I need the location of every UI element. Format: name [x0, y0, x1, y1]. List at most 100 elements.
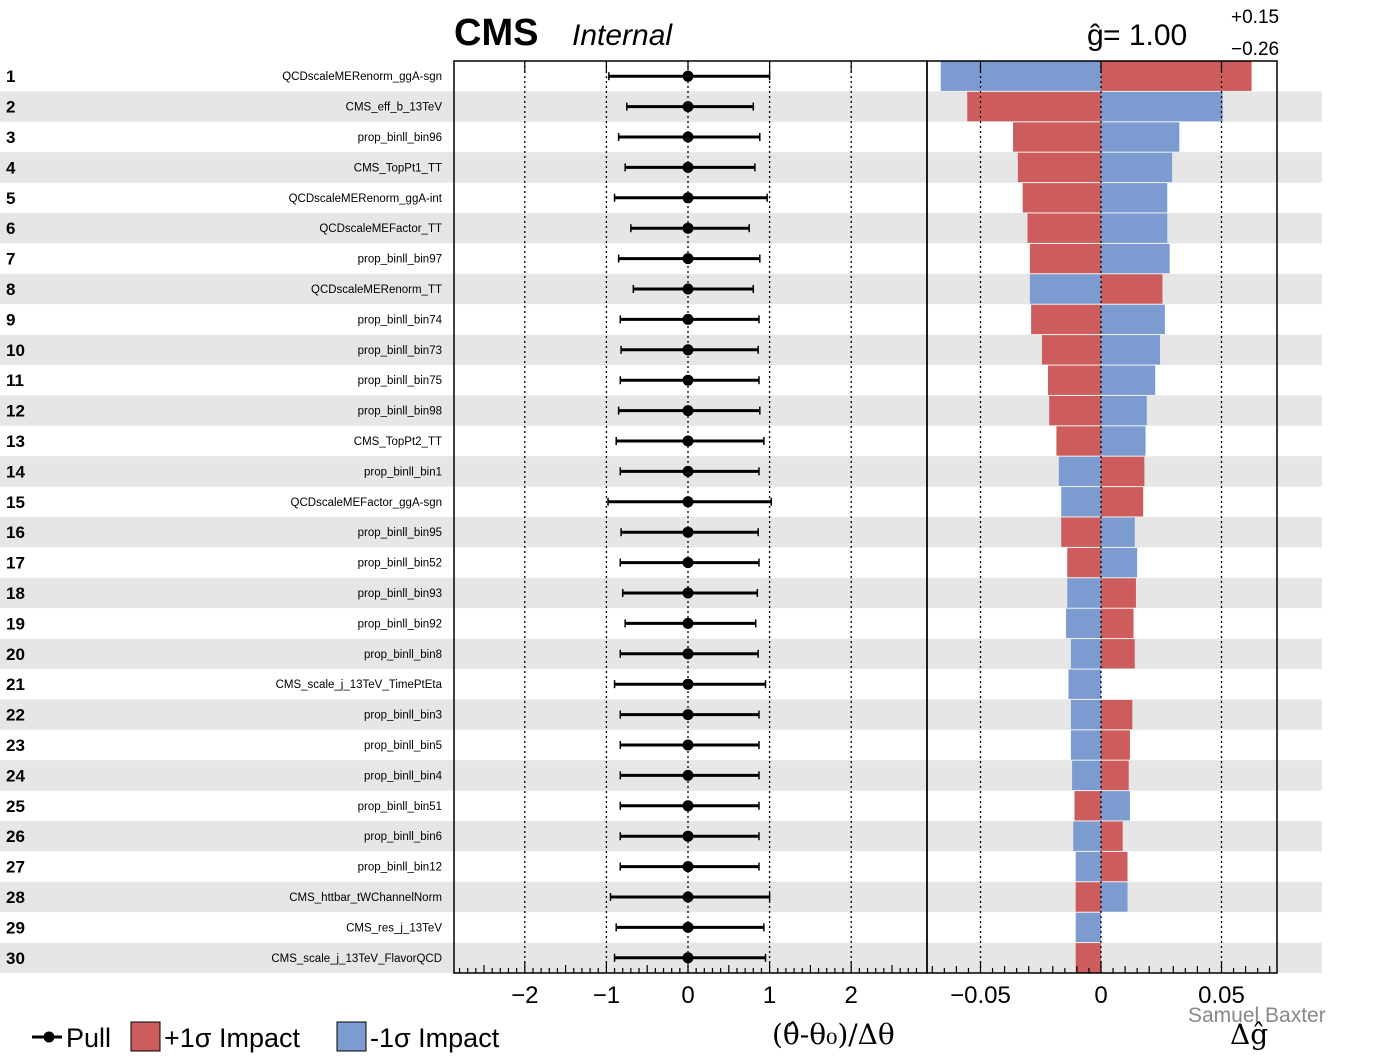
impact-bar-plus	[1017, 152, 1101, 183]
row-rank: 4	[6, 158, 16, 177]
pull-point	[682, 101, 694, 113]
row-rank: 2	[6, 98, 15, 117]
parameter-label: prop_binll_bin92	[358, 618, 442, 630]
impact-bar-plus	[1101, 274, 1163, 304]
parameter-label: prop_binll_bin75	[358, 375, 442, 387]
impact-bar-plus	[1101, 61, 1252, 91]
impact-tick-label: −0.05	[950, 982, 1011, 1009]
pull-point	[682, 921, 694, 933]
best-fit-down: −0.26	[1231, 39, 1279, 60]
parameter-label: CMS_httbar_tWChannelNorm	[289, 892, 442, 904]
impact-bar-plus	[1041, 335, 1101, 365]
pull-point	[682, 678, 694, 690]
impact-x-axis: −0.05 0 0.05	[931, 61, 1271, 1009]
row-rank: 22	[6, 706, 25, 725]
impact-bar-minus	[1029, 274, 1101, 304]
parameter-label: prop_binll_bin52	[358, 558, 442, 570]
impact-bar-minus	[1070, 730, 1101, 760]
impact-bar-minus	[1101, 882, 1128, 912]
pull-tick-label: −2	[511, 982, 538, 1009]
impact-bar-plus	[1101, 730, 1130, 760]
pull-point	[682, 617, 694, 629]
impact-bar-minus	[1101, 335, 1161, 365]
row-rank: 11	[6, 371, 24, 390]
impact-bar-plus	[1101, 639, 1135, 669]
impact-bar-plus	[1101, 578, 1136, 608]
impact-bar-plus	[1031, 304, 1101, 335]
impact-bar-minus	[1101, 243, 1170, 274]
impact-bar-plus	[1075, 943, 1101, 973]
legend-plus-label: +1σ Impact	[164, 1023, 300, 1053]
impact-bar-plus	[1101, 608, 1134, 639]
impact-bar-minus	[1070, 639, 1101, 669]
impact-bar-plus	[1067, 547, 1101, 578]
parameter-label: QCDscaleMERenorm_TT	[311, 284, 442, 296]
pull-point	[682, 253, 694, 265]
row-rank: 3	[6, 128, 15, 147]
pull-point	[682, 769, 694, 781]
parameter-label: prop_binll_bin93	[358, 588, 442, 600]
impact-bar-minus	[1075, 912, 1101, 943]
impact-bar-plus	[1101, 851, 1128, 882]
impact-bar-minus	[1101, 213, 1168, 243]
impact-bar-plus	[1101, 821, 1123, 851]
impact-bar-minus	[1101, 426, 1146, 456]
parameter-label: CMS_TopPt1_TT	[354, 162, 442, 174]
impact-bar-minus	[1061, 487, 1101, 517]
pull-point	[682, 131, 694, 143]
pull-point	[682, 465, 694, 477]
impact-bar-minus	[1101, 304, 1165, 335]
parameter-label: prop_binll_bin51	[358, 801, 442, 813]
pull-point	[682, 161, 694, 173]
legend-pull-label: Pull	[66, 1023, 111, 1053]
impact-gridlines	[979, 61, 1223, 973]
row-rank: 9	[6, 310, 15, 329]
pull-point	[682, 830, 694, 842]
parameter-label: QCDscaleMEFactor_ggA-sgn	[291, 497, 442, 509]
impact-bar-plus	[1049, 395, 1101, 426]
legend-minus-swatch	[336, 1021, 367, 1052]
impact-bar-plus	[1101, 699, 1133, 730]
row-rank: 19	[6, 614, 25, 633]
pull-point	[682, 648, 694, 660]
parameter-label: CMS_TopPt2_TT	[354, 436, 442, 448]
impact-bar-minus	[1101, 152, 1173, 183]
cms-label: CMS	[454, 12, 538, 54]
pull-point	[682, 861, 694, 873]
impact-bar-plus	[1101, 760, 1129, 791]
row-rank: 30	[6, 949, 25, 968]
impact-bar-minus	[1101, 91, 1223, 122]
legend: Pull +1σ Impact -1σ Impact	[32, 1021, 500, 1053]
impact-bar-minus	[1101, 547, 1138, 578]
pull-point	[682, 739, 694, 751]
row-rank: 29	[6, 918, 25, 937]
pull-axis-title: (θ̂-θ₀)/Δθ	[772, 1018, 895, 1051]
legend-minus-label: -1σ Impact	[370, 1023, 500, 1053]
impact-bar-plus	[967, 91, 1101, 122]
row-rank: 6	[6, 219, 15, 238]
pull-tick-label: 2	[845, 982, 858, 1009]
row-rank: 24	[6, 766, 25, 785]
impact-panel-frame	[926, 60, 1278, 974]
impact-bar-plus	[1029, 243, 1101, 274]
row-rank: 28	[6, 888, 25, 907]
parameter-label: CMS_eff_b_13TeV	[346, 102, 443, 114]
impact-bar-minus	[940, 61, 1101, 91]
impact-bar-minus	[1101, 791, 1130, 821]
impact-bar-plus	[1047, 365, 1101, 395]
parameter-label: prop_binll_bin95	[358, 527, 442, 539]
pull-point	[682, 283, 694, 295]
parameter-label: prop_binll_bin3	[364, 710, 442, 722]
row-rank: 10	[6, 341, 25, 360]
row-rank: 21	[6, 675, 25, 694]
parameter-label: CMS_res_j_13TeV	[346, 922, 442, 934]
parameter-label: prop_binll_bin1	[364, 466, 442, 478]
pull-point	[682, 374, 694, 386]
pull-gridlines	[524, 61, 852, 973]
pull-point	[682, 435, 694, 447]
parameter-label: CMS_scale_j_13TeV_TimePtEta	[276, 679, 443, 691]
impact-bar-plus	[1013, 122, 1101, 152]
impact-bar-plus	[1022, 183, 1101, 213]
pull-point	[682, 709, 694, 721]
best-fit-value: = 1.00	[1103, 19, 1187, 52]
